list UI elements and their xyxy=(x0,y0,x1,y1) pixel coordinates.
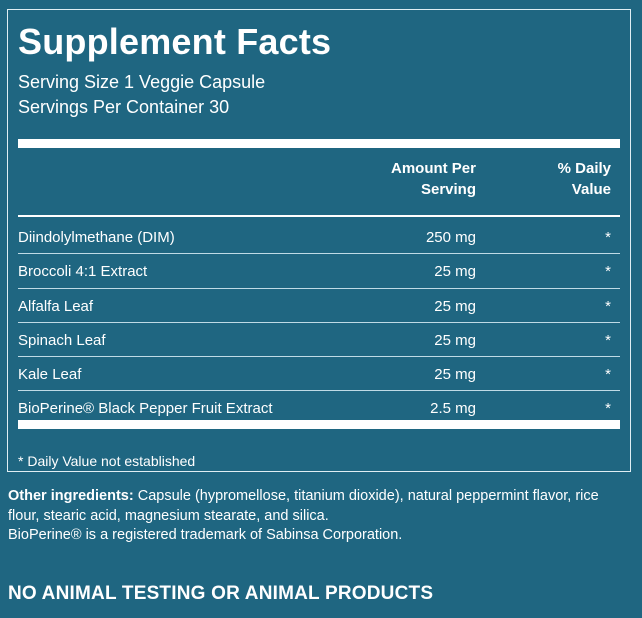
amount-header-line2: Serving xyxy=(420,181,476,198)
ingredient-name: Spinach Leaf xyxy=(18,331,106,349)
ingredient-daily-value: * xyxy=(605,366,611,384)
no-animal-testing-claim: NO ANIMAL TESTING OR ANIMAL PRODUCTS xyxy=(8,583,434,604)
top-divider-bar xyxy=(18,139,620,148)
trademark-notice: BioPerine® is a registered trademark of … xyxy=(8,527,403,543)
amount-per-serving-header: Amount Per Serving xyxy=(336,158,476,200)
dv-header-line2: Value xyxy=(571,181,611,198)
ingredient-table: Diindolylmethane (DIM) 250 mg * Broccoli… xyxy=(18,220,620,426)
ingredient-name: Broccoli 4:1 Extract xyxy=(18,263,148,281)
ingredient-amount: 250 mg xyxy=(425,229,476,246)
other-ingredients: Other ingredients: Capsule (hypromellose… xyxy=(8,486,632,526)
ingredient-amount: 25 mg xyxy=(434,366,476,384)
ingredient-amount: 25 mg xyxy=(434,297,476,315)
table-row: Broccoli 4:1 Extract 25 mg * xyxy=(18,254,620,289)
servings-per-container: Servings Per Container 30 xyxy=(18,97,230,117)
table-row: Kale Leaf 25 mg * xyxy=(18,357,620,392)
serving-size: Serving Size 1 Veggie Capsule xyxy=(18,72,266,92)
ingredient-name: Diindolylmethane (DIM) xyxy=(18,229,175,246)
other-ingredients-label: Other ingredients: xyxy=(8,488,134,504)
bottom-divider-bar xyxy=(18,420,620,429)
ingredient-amount: 25 mg xyxy=(434,263,476,281)
ingredient-daily-value: * xyxy=(605,297,611,315)
table-row: Diindolylmethane (DIM) 250 mg * xyxy=(18,220,620,255)
ingredient-amount: 2.5 mg xyxy=(430,400,476,418)
ingredient-name: Alfalfa Leaf xyxy=(18,297,94,315)
ingredient-daily-value: * xyxy=(605,331,611,349)
facts-title: Supplement Facts xyxy=(18,21,332,62)
header-rule xyxy=(18,215,620,217)
table-row: Spinach Leaf 25 mg * xyxy=(18,323,620,358)
other-ingredients-text: Capsule (hypromellose, titanium dioxide)… xyxy=(8,488,599,524)
ingredient-name: BioPerine® Black Pepper Fruit Extract xyxy=(18,400,273,418)
ingredient-name: Kale Leaf xyxy=(18,366,82,384)
ingredient-daily-value: * xyxy=(605,400,611,418)
ingredient-amount: 25 mg xyxy=(434,331,476,349)
table-row: BioPerine® Black Pepper Fruit Extract 2.… xyxy=(18,391,620,425)
table-row: Alfalfa Leaf 25 mg * xyxy=(18,289,620,323)
amount-header-line1: Amount Per xyxy=(390,160,476,177)
supplement-facts-panel: Supplement Facts Serving Size 1 Veggie C… xyxy=(7,9,631,472)
ingredient-daily-value: * xyxy=(605,229,611,246)
dv-header-line1: % Daily xyxy=(557,160,611,177)
daily-value-footnote: * Daily Value not established xyxy=(18,453,196,469)
daily-value-header: % Daily Value xyxy=(511,158,611,200)
ingredient-daily-value: * xyxy=(605,263,611,281)
